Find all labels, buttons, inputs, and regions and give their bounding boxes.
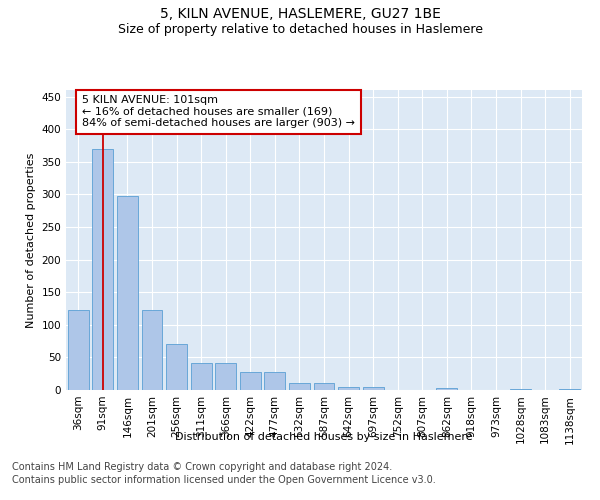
- Bar: [289, 384, 310, 390]
- Bar: [314, 384, 334, 390]
- Y-axis label: Number of detached properties: Number of detached properties: [26, 152, 36, 328]
- Bar: [338, 386, 359, 390]
- Bar: [92, 148, 113, 390]
- Bar: [215, 362, 236, 390]
- Text: Contains public sector information licensed under the Open Government Licence v3: Contains public sector information licen…: [12, 475, 436, 485]
- Bar: [362, 386, 383, 390]
- Text: Contains HM Land Registry data © Crown copyright and database right 2024.: Contains HM Land Registry data © Crown c…: [12, 462, 392, 472]
- Text: Distribution of detached houses by size in Haslemere: Distribution of detached houses by size …: [175, 432, 473, 442]
- Bar: [142, 310, 163, 390]
- Bar: [166, 344, 187, 390]
- Text: 5 KILN AVENUE: 101sqm
← 16% of detached houses are smaller (169)
84% of semi-det: 5 KILN AVENUE: 101sqm ← 16% of detached …: [82, 95, 355, 128]
- Bar: [117, 196, 138, 390]
- Text: 5, KILN AVENUE, HASLEMERE, GU27 1BE: 5, KILN AVENUE, HASLEMERE, GU27 1BE: [160, 8, 440, 22]
- Text: Size of property relative to detached houses in Haslemere: Size of property relative to detached ho…: [118, 22, 482, 36]
- Bar: [191, 362, 212, 390]
- Bar: [68, 310, 89, 390]
- Bar: [436, 388, 457, 390]
- Bar: [240, 372, 261, 390]
- Bar: [265, 372, 286, 390]
